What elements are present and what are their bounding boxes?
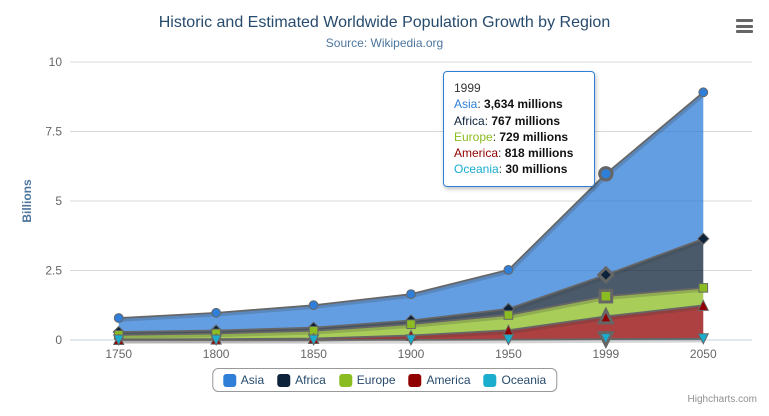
point-africa-2050[interactable] [697,232,710,245]
legend-swatch-icon [222,373,236,387]
x-axis-label: 1900 [398,347,425,361]
hamburger-icon [736,19,753,22]
x-axis-label: 1950 [495,347,522,361]
y-axis-label: 10 [49,55,63,69]
legend-swatch-icon [338,373,352,387]
x-axis-label: 1999 [593,347,620,361]
point-oceania-1800[interactable] [210,334,222,347]
point-asia-1850[interactable] [308,300,319,311]
area-series-america[interactable] [118,305,704,340]
area-series-africa[interactable] [118,238,704,335]
legend-swatch-icon [408,373,422,387]
point-africa-1999[interactable] [596,265,615,284]
x-axis-label: 1750 [105,347,132,361]
point-oceania-1750[interactable] [112,334,125,347]
legend-item-america[interactable]: America [408,373,471,387]
legend-label: Asia [240,373,265,387]
point-asia-1999[interactable] [598,166,614,182]
point-asia-1750[interactable] [113,313,124,323]
x-axis-label: 1850 [300,347,327,361]
point-oceania-2050[interactable] [697,333,710,345]
point-america-1999[interactable] [596,306,615,325]
legend-swatch-icon [277,373,291,387]
point-europe-1900[interactable] [406,319,416,329]
area-series-asia[interactable] [118,92,704,332]
legend-item-asia[interactable]: Asia [222,373,265,387]
y-axis-label: 2.5 [45,264,62,278]
y-axis-label: 5 [55,194,62,208]
point-europe-2050[interactable] [698,283,709,293]
point-asia-1900[interactable] [406,289,416,300]
point-oceania-1999[interactable] [596,331,615,350]
point-europe-1950[interactable] [503,310,514,320]
y-axis-label: 7.5 [45,125,62,139]
legend-item-oceania[interactable]: Oceania [483,373,547,387]
export-menu-button[interactable] [736,19,753,33]
y-axis-label: 0 [55,333,62,347]
point-asia-1950[interactable] [503,264,514,275]
legend-label: America [426,373,471,387]
point-europe-1999[interactable] [598,288,614,304]
legend-label: Africa [295,373,326,387]
x-axis-label: 2050 [690,347,717,361]
legend-label: Oceania [501,373,547,387]
chart-title: Historic and Estimated Worldwide Populat… [158,14,611,31]
legend-item-europe[interactable]: Europe [338,373,396,387]
legend-swatch-icon [483,373,497,387]
point-asia-2050[interactable] [698,87,709,98]
point-oceania-1900[interactable] [405,334,417,346]
hamburger-icon [736,30,753,33]
x-axis-label: 1800 [203,347,230,361]
point-asia-1800[interactable] [211,307,222,318]
legend-label: Europe [356,373,396,387]
credits-link[interactable]: Highcharts.com [687,394,757,405]
legend-item-africa[interactable]: Africa [277,373,326,387]
point-america-2050[interactable] [697,299,710,311]
legend: Asia Africa Europe America Oceania [211,368,558,392]
point-oceania-1950[interactable] [502,334,515,346]
point-oceania-1850[interactable] [307,334,320,347]
chart-subtitle: Source: Wikipedia.org [325,36,444,50]
hamburger-icon [736,24,753,28]
